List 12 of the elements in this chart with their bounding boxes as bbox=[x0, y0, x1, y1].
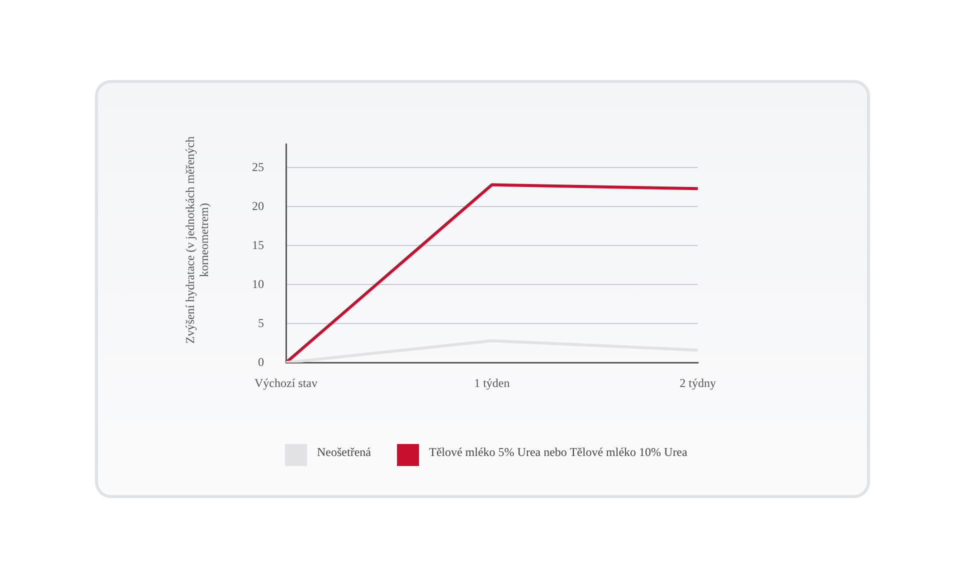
y-tick-label: 5 bbox=[258, 316, 264, 330]
x-tick-label: 2 týdny bbox=[680, 376, 716, 390]
y-tick-label: 20 bbox=[252, 198, 264, 213]
y-tick-label: 25 bbox=[252, 160, 264, 174]
legend-label: Neošetřená bbox=[317, 444, 371, 460]
x-tick-label: Výchozí stav bbox=[254, 376, 318, 390]
y-tick-label: 10 bbox=[252, 276, 264, 291]
x-tick-label: 1 týden bbox=[474, 376, 510, 390]
y-tick-label: 15 bbox=[252, 238, 264, 252]
legend-label: Tělové mléko 5% Urea nebo Tělové mléko 10% Urea bbox=[428, 444, 688, 460]
y-axis-title: Zvýšení hydratace (v jednotkách měřených korneometrem) bbox=[183, 135, 212, 346]
y-tick-label: 0 bbox=[258, 354, 264, 369]
